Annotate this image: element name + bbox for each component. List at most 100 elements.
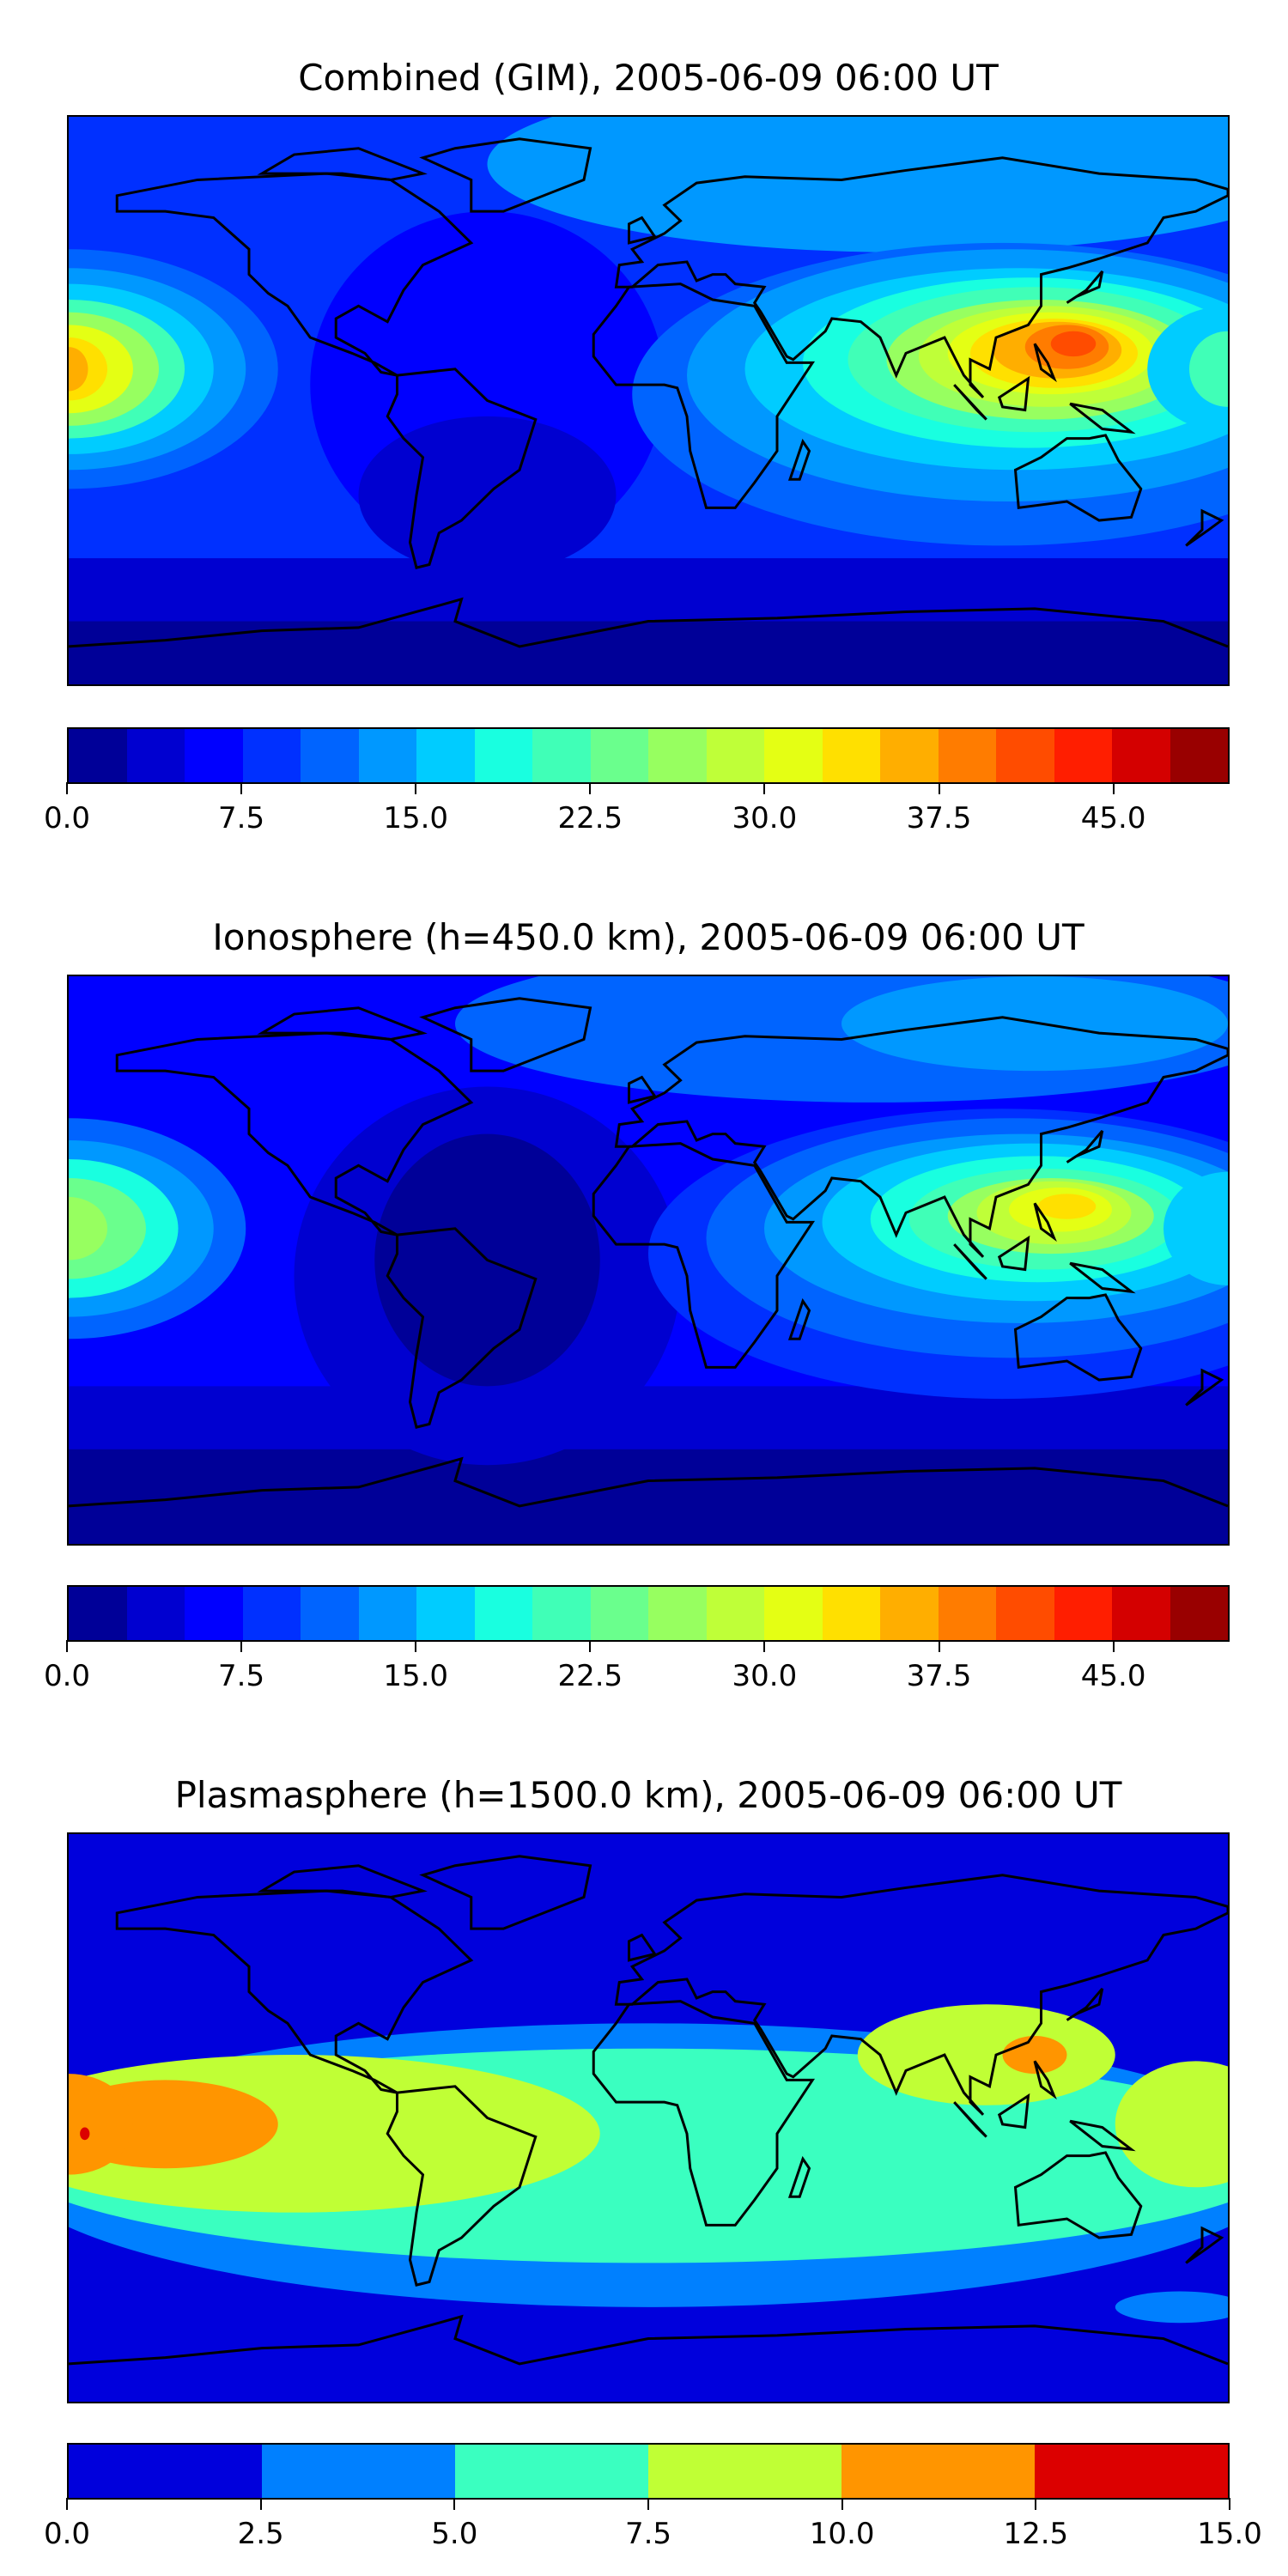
colorbar-tick — [1035, 2498, 1037, 2510]
contour-level — [487, 117, 1228, 252]
chart-title-combined: Combined (GIM), 2005-06-09 06:00 UT — [298, 57, 999, 99]
colorbar-band — [416, 1587, 475, 1640]
colorbar-band — [358, 729, 416, 782]
coastline — [262, 1008, 423, 1040]
colorbar-tick — [415, 1640, 417, 1652]
colorbar-tick — [589, 782, 592, 794]
contour-band — [69, 621, 1228, 684]
colorbar-tick-label: 15.0 — [383, 801, 449, 835]
coastline — [790, 441, 810, 479]
colorbar-tick — [1229, 2498, 1230, 2510]
coastline — [790, 2159, 810, 2196]
contour-level — [1115, 2061, 1228, 2188]
colorbar-tick — [66, 1640, 68, 1652]
coastline — [593, 2002, 812, 2226]
colorbar-band — [938, 1587, 996, 1640]
coastline — [1035, 1203, 1054, 1237]
colorbar-tick-label: 37.5 — [906, 801, 972, 835]
colorbar-band — [1054, 1587, 1112, 1640]
colorbar-tick — [1112, 1640, 1115, 1652]
colorbar-tick — [415, 782, 417, 794]
colorbar-band — [648, 2445, 841, 2498]
colorbar-band — [126, 729, 185, 782]
colorbar-tick-label: 7.5 — [218, 1659, 265, 1693]
colorbar-band — [1112, 1587, 1170, 1640]
colorbar-tick — [763, 782, 766, 794]
colorbar-band — [590, 729, 648, 782]
colorbar-tick-label: 0.0 — [43, 801, 91, 835]
coastline — [1016, 1295, 1141, 1380]
colorbar-tick-label: 7.5 — [624, 2517, 672, 2551]
colorbar-tick — [589, 1640, 592, 1652]
chart-title-ionosphere: Ionosphere (h=450.0 km), 2005-06-09 06:0… — [212, 916, 1084, 958]
colorbar-tick — [938, 1640, 940, 1652]
coastline — [629, 1935, 655, 1960]
coastline — [954, 385, 987, 419]
map-plasmasphere — [67, 1832, 1230, 2403]
colorbar-band — [532, 1587, 591, 1640]
colorbar-band — [1170, 729, 1228, 782]
colorbar-band — [590, 1587, 648, 1640]
contour-band — [69, 1449, 1228, 1544]
coastline — [790, 1301, 810, 1339]
colorbar-band — [822, 729, 880, 782]
contour-level — [69, 2074, 133, 2175]
coastline-antarctica — [69, 599, 1228, 647]
colorbar-band — [69, 729, 127, 782]
coastline-antarctica — [69, 1459, 1228, 1506]
coastline — [1186, 511, 1221, 545]
colorbar-tick — [938, 782, 940, 794]
coastline — [1067, 1131, 1103, 1163]
colorbar-tick-label: 0.0 — [43, 2517, 91, 2551]
colorbar-band — [880, 729, 939, 782]
colorbar-tick — [240, 782, 243, 794]
contour-level — [1189, 331, 1228, 407]
coastline — [954, 1244, 987, 1279]
coastline — [1186, 2228, 1221, 2263]
coastline — [593, 1144, 812, 1368]
coastline — [999, 379, 1029, 410]
colorbar-tick — [1112, 782, 1115, 794]
colorbar-band — [301, 729, 359, 782]
coastline — [423, 139, 591, 211]
colorbar-tick — [240, 1640, 243, 1652]
map-ionosphere — [67, 975, 1230, 1546]
contour-level — [1050, 331, 1097, 357]
chart-title-plasmasphere: Plasmasphere (h=1500.0 km), 2005-06-09 0… — [174, 1774, 1122, 1816]
colorbar-tick — [647, 2498, 649, 2510]
coastline — [629, 218, 655, 243]
coastline — [1016, 435, 1141, 520]
colorbar-band — [185, 729, 243, 782]
coastline-antarctica — [69, 2317, 1228, 2364]
colorbar-tick-label: 45.0 — [1080, 801, 1146, 835]
colorbar-combined — [67, 727, 1230, 784]
colorbar-tick-label: 30.0 — [732, 1659, 798, 1693]
colorbar-band — [185, 1587, 243, 1640]
coastline — [387, 1229, 536, 1427]
coastline — [262, 149, 423, 180]
colorbar-tick-label: 22.5 — [557, 1659, 623, 1693]
colorbar-band — [474, 729, 532, 782]
colorbar-band — [996, 1587, 1054, 1640]
contour-level — [1115, 2291, 1228, 2324]
colorbar-band — [1170, 1587, 1228, 1640]
colorbar-tick-label: 45.0 — [1080, 1659, 1146, 1693]
colorbar-band — [532, 729, 591, 782]
colorbar-band — [474, 1587, 532, 1640]
coastline — [954, 2102, 987, 2136]
contour-level — [69, 347, 88, 392]
colorbar-band — [996, 729, 1054, 782]
colorbar-tick — [841, 2498, 843, 2510]
contour-level — [80, 2127, 90, 2141]
colorbar-tick-label: 30.0 — [732, 801, 798, 835]
coastline — [1035, 343, 1054, 378]
colorbar-band — [358, 1587, 416, 1640]
colorbar-band — [648, 1587, 707, 1640]
colorbar-tick — [453, 2498, 456, 2510]
colorbar-band — [69, 2445, 262, 2498]
colorbar-band — [648, 729, 707, 782]
colorbar-tick-label: 10.0 — [809, 2517, 875, 2551]
coastline — [1035, 2061, 1054, 2095]
coastline — [1067, 1989, 1103, 2020]
colorbar-tick — [259, 2498, 262, 2510]
